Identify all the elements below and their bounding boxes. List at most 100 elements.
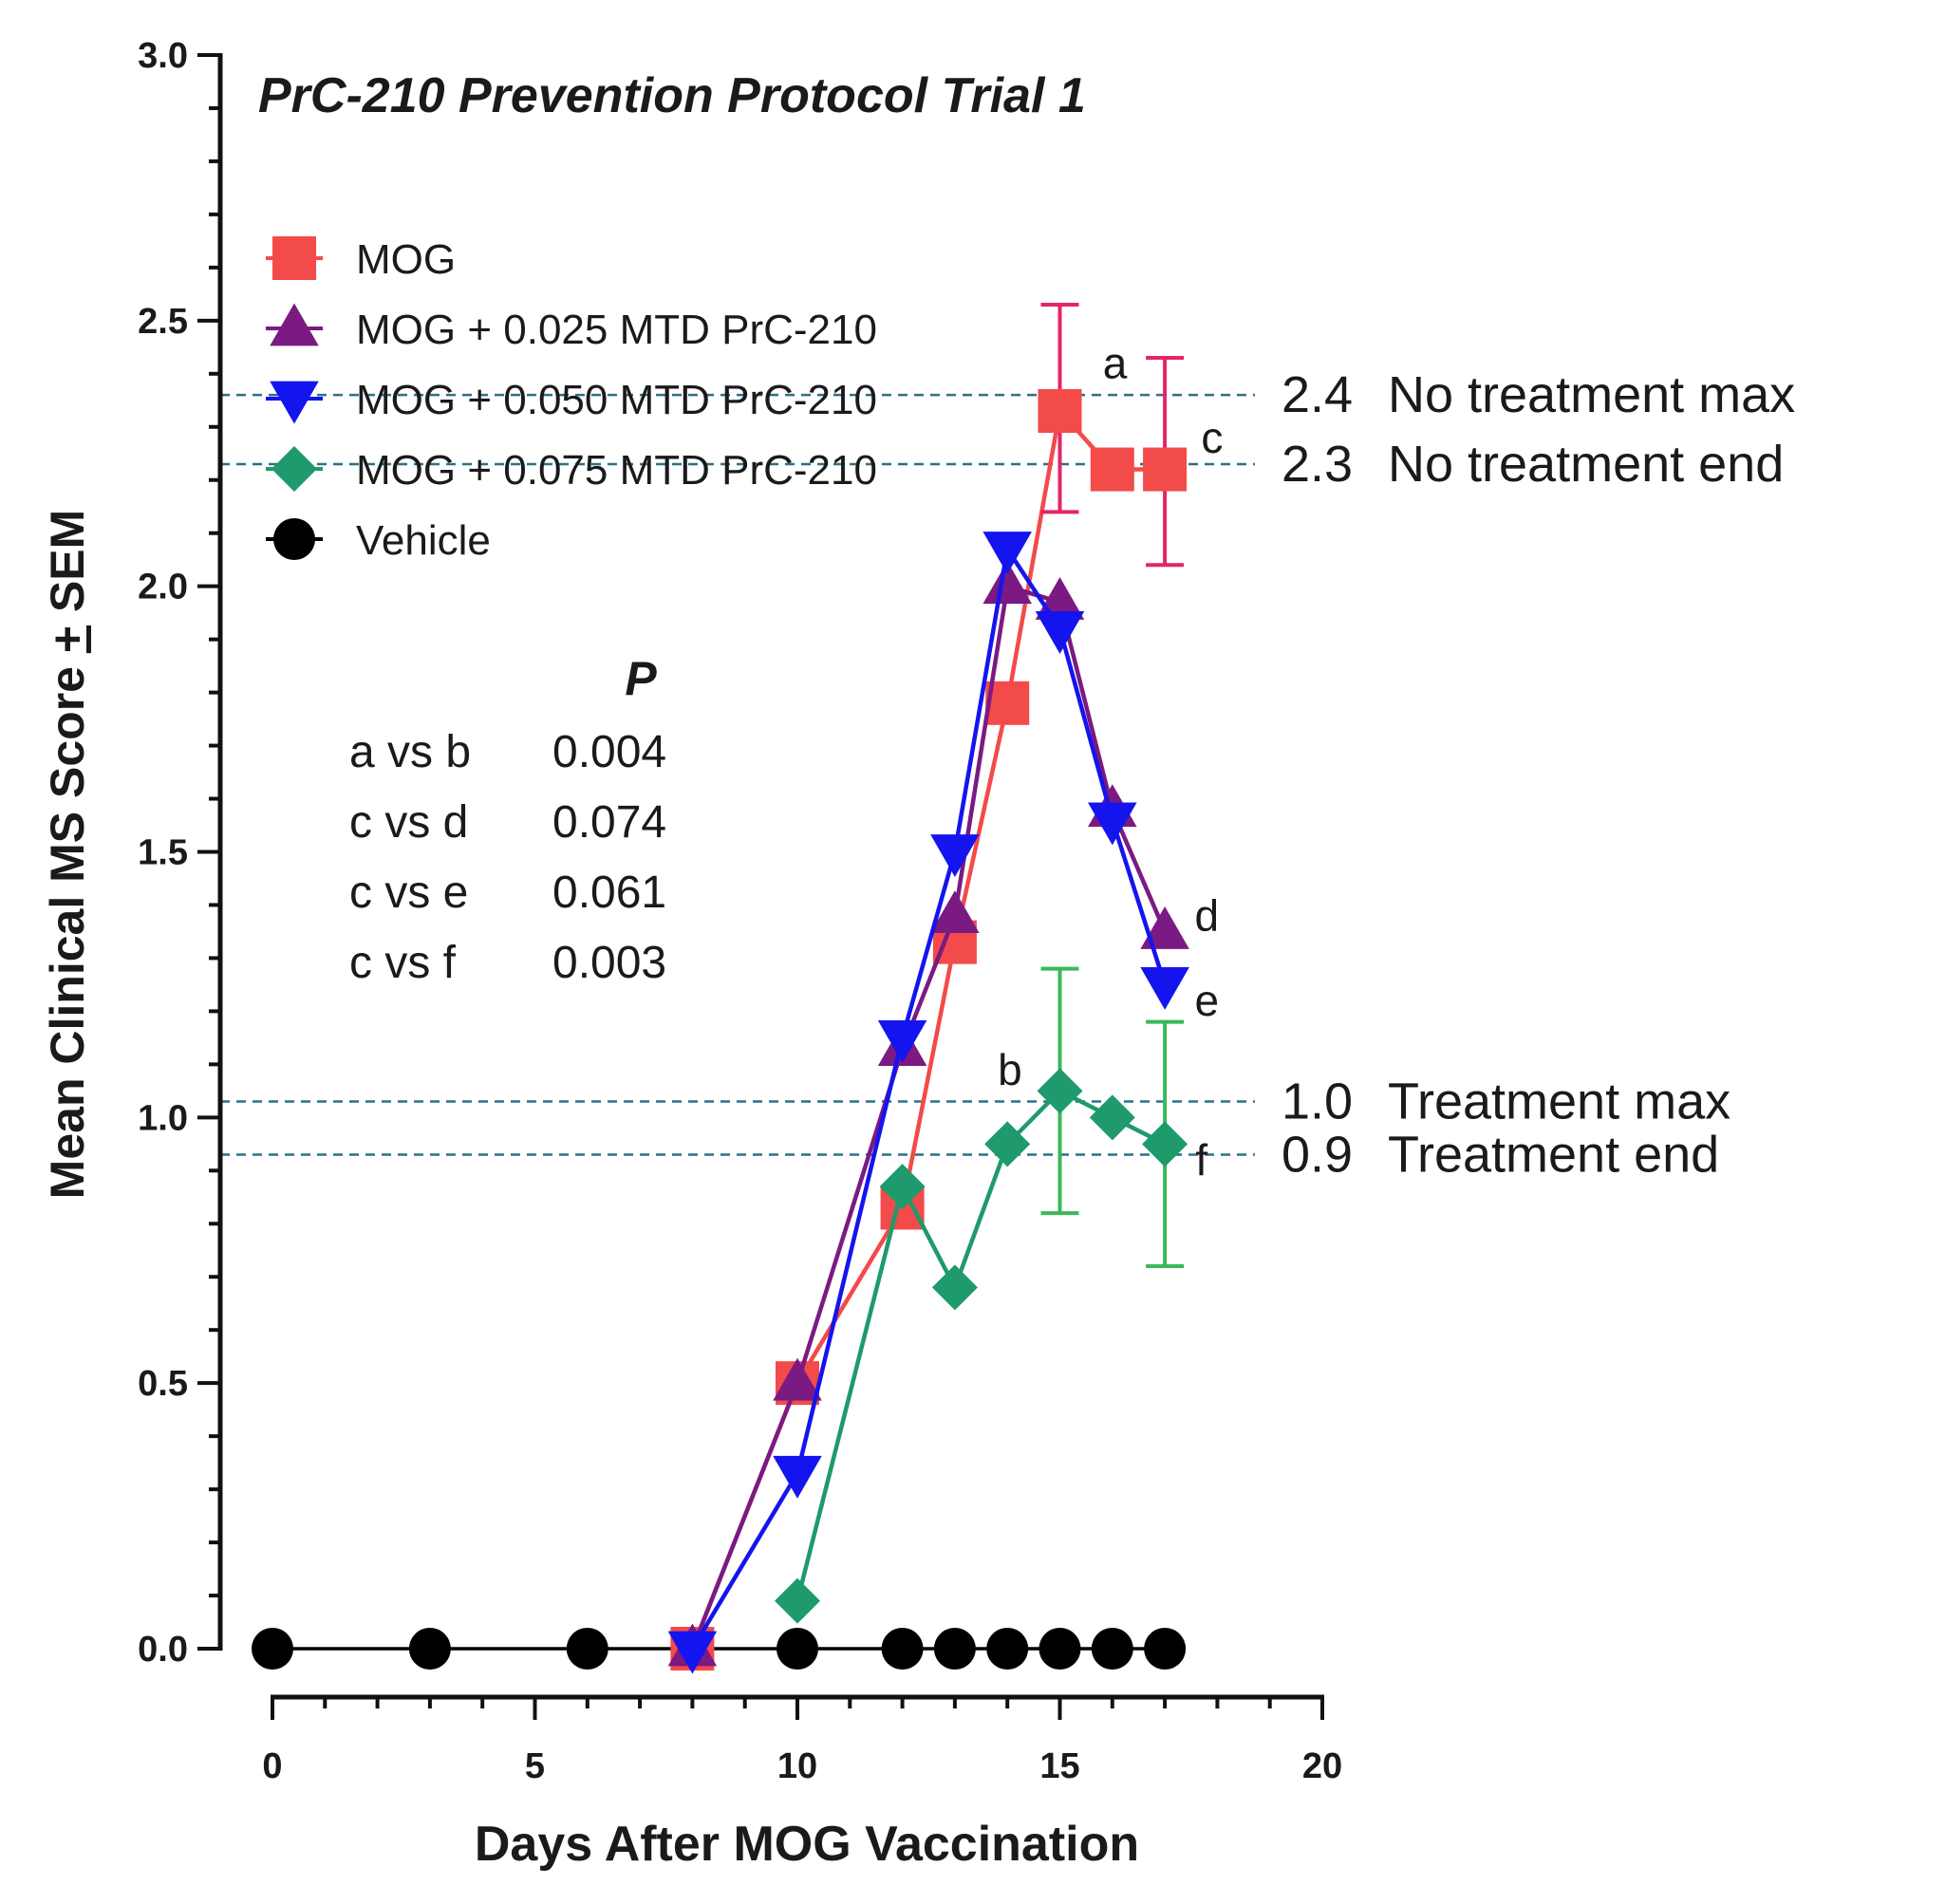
data-point [1089,1094,1135,1141]
series-line [690,543,1168,1651]
data-point [930,834,980,877]
y-tick-label: 1.0 [138,1098,188,1138]
p-table-comparison: c vs f [349,938,457,988]
legend-marker [270,381,319,424]
y-tick-label: 2.5 [138,302,188,342]
p-table-header: P [625,652,657,705]
legend-label: MOG + 0.075 MTD PrC-210 [356,447,877,494]
p-table-value: 0.074 [552,797,666,848]
y-axis-label-pm: + [41,625,94,653]
p-value-table: P a vs b 0.004 c vs d 0.074 c vs e 0.061… [349,652,666,988]
reference-value-label: 2.3 [1282,436,1353,493]
data-point [877,1019,927,1063]
p-table-value: 0.003 [552,938,666,988]
y-tick-label: 3.0 [138,36,188,76]
legend-entry: MOG [266,236,456,283]
annotations: a c de b f [998,339,1223,1185]
data-point [408,1628,451,1670]
series-5 [252,1628,1187,1670]
reference-value-label: 1.0 [1282,1073,1353,1130]
data-point [775,1577,820,1624]
data-point [1091,1628,1133,1670]
legend-entry: MOG + 0.050 MTD PrC-210 [266,377,877,424]
data-point [986,1628,1029,1670]
series-4 [775,966,1188,1624]
reference-value-label: 2.4 [1282,366,1353,423]
reference-line-label: Treatment end [1388,1127,1719,1184]
legend-entry: Vehicle [266,517,491,564]
reference-line-label: Treatment max [1388,1073,1731,1130]
p-table-value: 0.061 [552,868,666,918]
y-tick-label: 2.0 [138,568,188,607]
point-annotation: b [998,1045,1022,1094]
x-tick-label: 5 [525,1746,545,1786]
data-point [1140,967,1189,1010]
legend-label: MOG [356,236,456,283]
legend-marker [273,518,315,560]
series-layer [252,303,1189,1674]
data-point [667,1631,718,1674]
series-line [690,583,1168,1650]
data-point [1035,611,1085,654]
reference-line-label: No treatment end [1388,436,1784,493]
y-axis-label-tail: SEM [41,510,94,625]
y-tick-label: 0.5 [138,1364,188,1404]
y-axis-label-main: Mean Clinical MS Score [41,653,94,1199]
p-table-value: 0.004 [552,727,666,777]
data-point [252,1628,293,1670]
point-annotation: a [1103,339,1128,388]
point-annotation: c [1201,413,1223,462]
legend-entry: MOG + 0.025 MTD PrC-210 [266,303,877,353]
chart-title: PrC-210 Prevention Protocol Trial 1 [258,68,1086,123]
y-axis-label: Mean Clinical MS Score + SEM [41,510,94,1200]
data-point [982,532,1032,574]
data-point [773,1357,822,1401]
data-point [773,1455,822,1499]
legend-marker [270,303,319,346]
data-point [933,1628,976,1670]
legend-marker [272,236,316,280]
legend: MOG MOG + 0.025 MTD PrC-210 MOG + 0.050 MT… [266,236,877,564]
p-table-comparison: c vs e [349,868,468,918]
point-annotation: f [1195,1135,1207,1185]
x-tick-label: 15 [1039,1746,1079,1786]
data-point [1037,1068,1083,1114]
data-point [982,561,1032,605]
x-tick-label: 10 [777,1746,817,1786]
axes: 0.0 0.5 1.0 1.5 2.0 2.5 3.0 0 5 10 15 20 [138,36,1342,1786]
reference-line-label: No treatment max [1388,366,1795,423]
legend-label: MOG + 0.050 MTD PrC-210 [356,377,877,423]
legend-marker [271,446,317,492]
data-point [1038,1628,1081,1670]
x-tick-label: 20 [1302,1746,1342,1786]
data-point [1088,802,1137,846]
data-point [777,1628,818,1670]
legend-entry: MOG + 0.075 MTD PrC-210 [266,446,877,494]
p-table-comparison: a vs b [349,727,471,777]
legend-label: Vehicle [356,517,491,564]
series-line [795,1088,1167,1602]
data-point [879,1164,926,1210]
data-point [1143,447,1188,492]
data-point [1090,447,1134,492]
x-axis-label: Days After MOG Vaccination [475,1817,1139,1872]
data-point [1142,1121,1188,1167]
data-point [931,1264,978,1311]
y-tick-label: 1.5 [138,833,188,873]
data-point [1140,906,1189,949]
series-3 [667,532,1189,1674]
data-point [566,1628,608,1670]
point-annotation: d [1195,891,1220,941]
point-annotation: e [1195,976,1220,1025]
data-point [1038,388,1082,433]
data-point [881,1628,924,1670]
series-line [690,406,1166,1650]
reference-value-label: 0.9 [1282,1127,1353,1184]
data-point [930,890,980,934]
p-table-comparison: c vs d [349,797,468,848]
data-point [984,1121,1031,1167]
y-tick-label: 0.0 [138,1630,188,1670]
data-point [1144,1628,1187,1670]
x-tick-label: 0 [262,1746,282,1786]
